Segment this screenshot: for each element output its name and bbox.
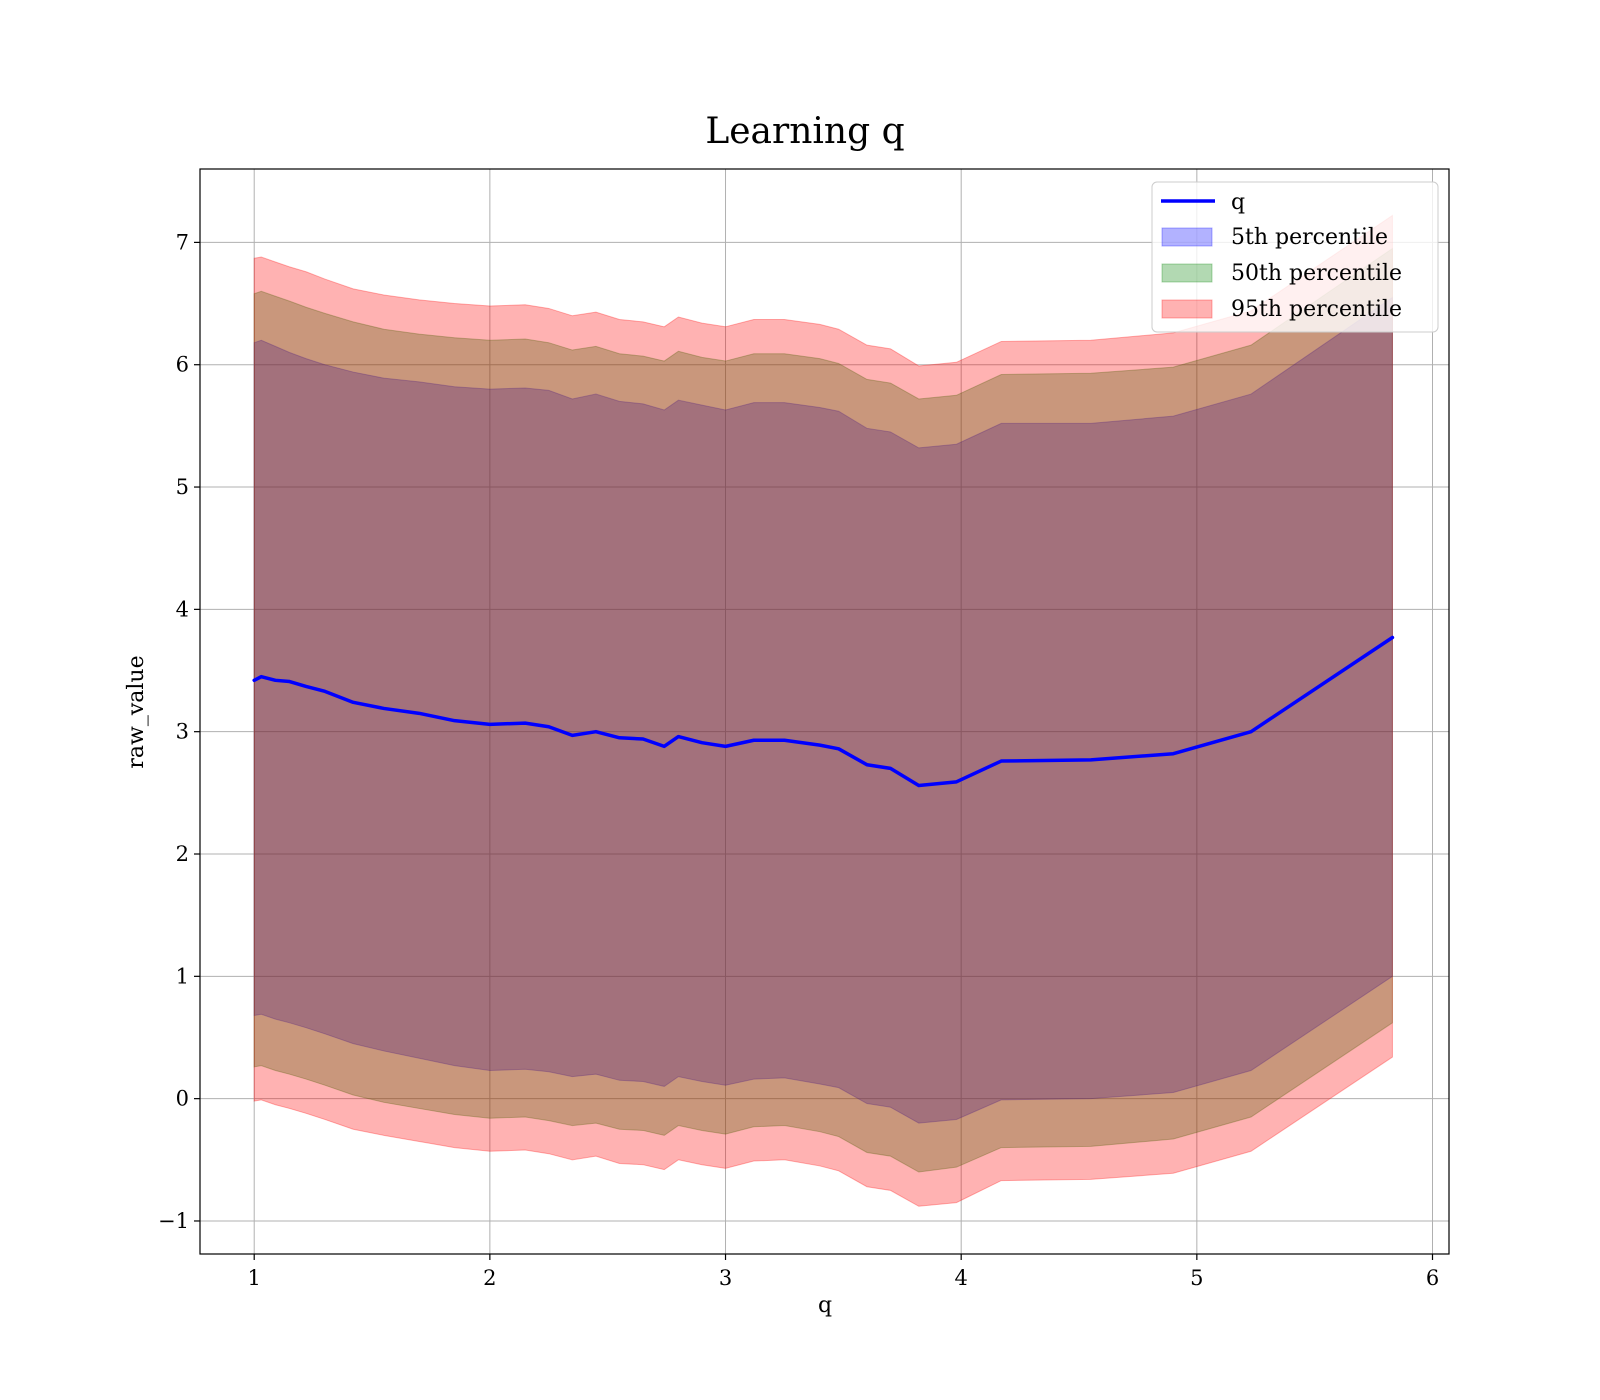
grid [200, 169, 1449, 1254]
x-axis-label: q [818, 1293, 832, 1318]
legend-swatch-95th-percentile [1161, 299, 1213, 319]
axis-ticks: 1 2 3 4 5 6 −1 0 1 2 3 4 5 6 7 [158, 230, 1439, 1290]
band-50th-percentile [253, 247, 1393, 1173]
y-tick-label: 0 [176, 1087, 189, 1111]
chart-title: Learning q [705, 111, 904, 152]
line-q [252, 635, 1395, 788]
y-axis-label: raw_value [124, 655, 149, 768]
x-tick-label: 2 [483, 1266, 496, 1290]
percentile-bands [253, 214, 1393, 1207]
x-tick-label: 1 [248, 1266, 261, 1290]
y-tick-label: 3 [176, 720, 189, 744]
band-95th-percentile [253, 214, 1393, 1207]
y-tick-label: 6 [176, 353, 189, 377]
legend-swatch-50th-percentile [1161, 263, 1213, 283]
x-tick-label: 6 [1426, 1266, 1439, 1290]
y-tick-label: 5 [176, 475, 189, 499]
y-tick-label: 7 [176, 230, 189, 254]
y-tick-label: −1 [158, 1209, 189, 1233]
legend-swatch-5th-percentile [1161, 227, 1213, 247]
legend-label-95th-percentile: 95th percentile [1231, 297, 1402, 322]
x-tick-label: 4 [954, 1266, 967, 1290]
y-tick-label: 4 [176, 597, 189, 621]
x-tick-label: 3 [719, 1266, 732, 1290]
legend: q 5th percentile 50th percentile 95th pe… [1151, 181, 1439, 333]
y-tick-label: 2 [176, 842, 189, 866]
y-tick-label: 1 [176, 964, 189, 988]
band-5th-percentile [253, 296, 1393, 1124]
legend-label-q: q [1231, 190, 1245, 215]
legend-label-50th-percentile: 50th percentile [1231, 261, 1402, 286]
q-line-layer [252, 635, 1395, 788]
x-tick-label: 5 [1190, 1266, 1203, 1290]
plot-frame [199, 168, 1450, 1255]
legend-label-5th-percentile: 5th percentile [1231, 225, 1388, 250]
legend-frame [1151, 181, 1439, 333]
